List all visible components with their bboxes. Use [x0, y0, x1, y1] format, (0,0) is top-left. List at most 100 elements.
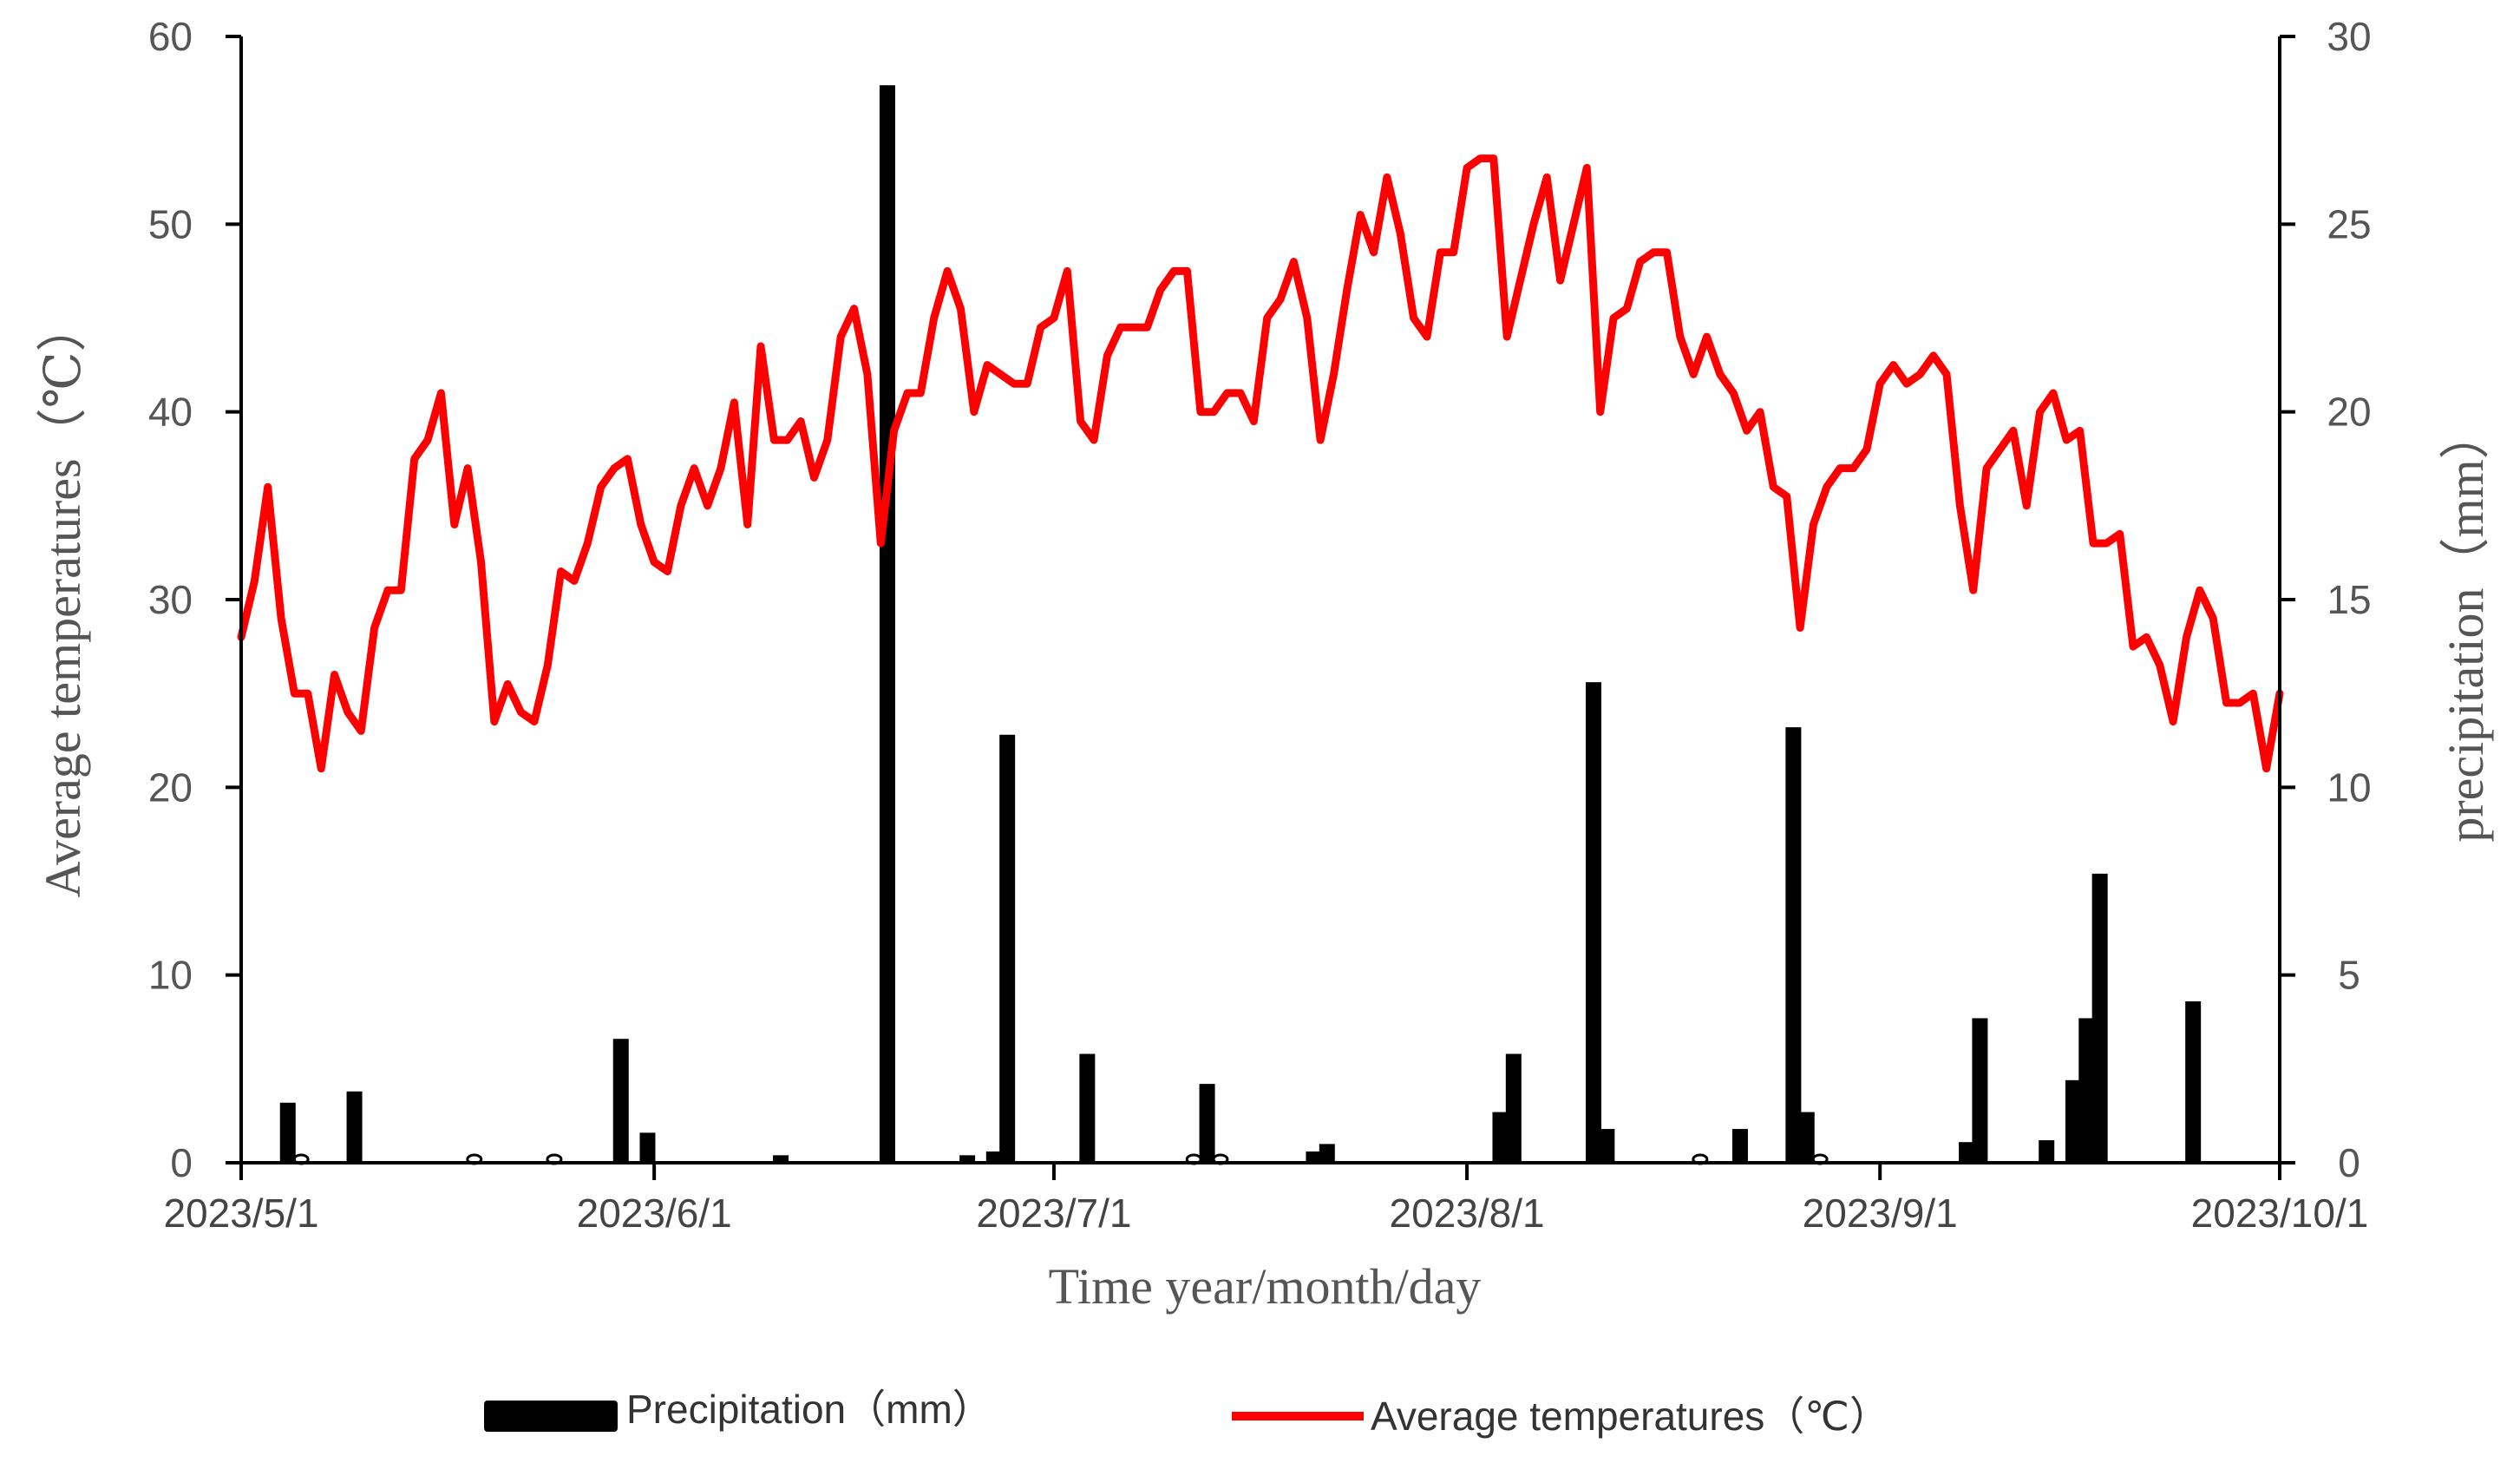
temperature-point [1094, 440, 1095, 441]
temperature-point [707, 505, 708, 506]
temperature-point [533, 721, 534, 722]
x-tick-label: 2023/5/1 [163, 1191, 318, 1236]
temperature-point [1333, 374, 1334, 375]
temperature-point [1134, 327, 1135, 328]
temperature-point [1386, 177, 1387, 178]
temperature-point [2186, 637, 2187, 638]
temperature-point [1920, 374, 1921, 375]
temperature-point [667, 571, 668, 572]
temperature-point [801, 421, 802, 422]
temperature-point [267, 487, 268, 488]
temperature-point [1174, 271, 1175, 272]
temperature-point [1200, 411, 1201, 412]
temperature-point [307, 693, 308, 694]
right-tick-label: 0 [2338, 1140, 2360, 1185]
temperature-point [1679, 337, 1680, 338]
precipitation-bar [999, 734, 1016, 1163]
temperature-line [237, 154, 2284, 773]
temperature-point [1693, 374, 1694, 375]
temperature-point [1800, 627, 1801, 628]
temperature-point [1933, 355, 1934, 356]
temperature-point [640, 524, 641, 525]
precipitation-bar [346, 1091, 363, 1163]
left-y-ticks: 0 10 20 30 40 50 60 [148, 14, 241, 1185]
temperature-point [2079, 430, 2080, 431]
right-axis-title: precipitation（mm） [2438, 409, 2494, 842]
precipitation-bar [1079, 1053, 1096, 1163]
temperature-point [814, 477, 815, 478]
temperature-point [1773, 487, 1774, 488]
temperature-point [1746, 430, 1747, 431]
temperature-point [1067, 271, 1068, 272]
temperature-point [1480, 158, 1481, 159]
temperature-line-layer [237, 154, 2284, 773]
temperature-point [1293, 261, 1294, 262]
left-tick-label: 10 [148, 953, 193, 998]
temperature-point [414, 458, 415, 459]
temperature-point [587, 543, 588, 544]
temperature-point [1147, 327, 1148, 328]
temperature-point [1547, 177, 1548, 178]
legend-temperature-label: Average temperatures（℃） [1371, 1394, 1889, 1439]
temperature-point [1840, 468, 1841, 469]
temperature-point [2026, 505, 2027, 506]
temperature-point [1853, 468, 1854, 469]
temperature-point [387, 590, 388, 591]
temperature-point [747, 524, 748, 525]
temperature-point [334, 674, 335, 675]
temperature-point [2146, 637, 2147, 638]
temperature-point [1893, 364, 1894, 365]
left-tick-label: 0 [170, 1140, 193, 1185]
right-tick-label: 20 [2327, 390, 2371, 435]
temperature-point [2199, 590, 2200, 591]
temperature-point [507, 684, 508, 685]
temperature-point [1373, 252, 1374, 253]
temperature-point [720, 468, 721, 469]
temperature-point [2066, 440, 2067, 441]
temperature-point [880, 543, 881, 544]
temperature-point [2159, 665, 2160, 666]
right-tick-label: 5 [2338, 953, 2360, 998]
temperature-point [1706, 337, 1707, 338]
precipitation-bars [279, 85, 2202, 1165]
temperature-point [2213, 618, 2214, 619]
left-tick-label: 20 [148, 764, 193, 810]
temperature-point [1493, 158, 1494, 159]
x-tick-label: 2023/9/1 [1803, 1191, 1958, 1236]
temperature-point [1467, 167, 1468, 168]
temperature-point [1120, 327, 1121, 328]
precipitation-bar [1959, 1142, 1975, 1163]
precipitation-bar [879, 85, 895, 1163]
temperature-point [827, 440, 828, 441]
legend-precipitation-swatch [484, 1401, 618, 1432]
precipitation-bar [2091, 873, 2108, 1163]
temperature-point [1000, 374, 1001, 375]
precipitation-bar [773, 1155, 789, 1163]
temperature-point [973, 411, 974, 412]
right-tick-label: 30 [2327, 14, 2371, 59]
temperature-point [281, 618, 282, 619]
temperature-point [374, 627, 375, 628]
temperature-point [428, 440, 429, 441]
temperature-point [1653, 252, 1654, 253]
temperature-point [1187, 271, 1188, 272]
temperature-point [547, 665, 548, 666]
x-tick-label: 2023/7/1 [976, 1191, 1131, 1236]
temperature-point [1320, 440, 1321, 441]
temperature-point [2266, 768, 2267, 769]
temperature-point [1400, 233, 1401, 234]
temperature-point [960, 308, 961, 309]
left-tick-label: 50 [148, 201, 193, 246]
precipitation-bar [1785, 727, 1802, 1163]
right-tick-label: 10 [2327, 764, 2371, 810]
x-axis-title: Time year/month/day [1049, 1258, 1482, 1315]
right-tick-label: 25 [2327, 201, 2371, 246]
temperature-point [761, 345, 762, 346]
temperature-point [947, 271, 948, 272]
precipitation-bar [1731, 1129, 1748, 1163]
temperature-point [1440, 252, 1441, 253]
precipitation-bar [2078, 1018, 2095, 1163]
precipitation-bar [1199, 1084, 1215, 1163]
temperature-point [2173, 721, 2174, 722]
